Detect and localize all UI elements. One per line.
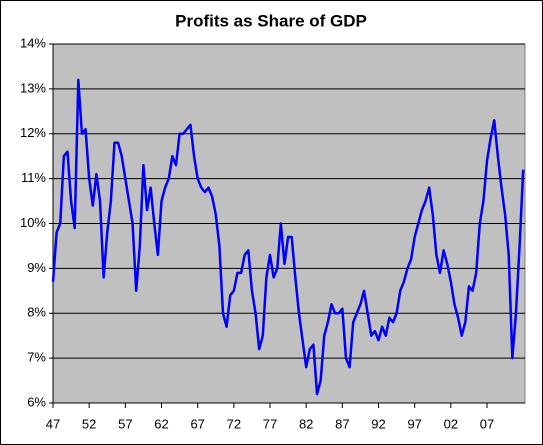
chart-title: Profits as Share of GDP xyxy=(175,11,367,30)
x-tick-label: 47 xyxy=(46,416,60,431)
y-tick-label: 12% xyxy=(20,125,46,140)
x-tick-label: 82 xyxy=(299,416,313,431)
y-tick-label: 6% xyxy=(27,394,46,409)
x-tick-label: 92 xyxy=(371,416,385,431)
x-tick-label: 52 xyxy=(82,416,96,431)
x-tick-label: 62 xyxy=(154,416,168,431)
y-tick-label: 13% xyxy=(20,80,46,95)
y-tick-label: 7% xyxy=(27,350,46,365)
y-tick-label: 8% xyxy=(27,305,46,320)
x-tick-label: 57 xyxy=(118,416,132,431)
x-tick-label: 77 xyxy=(263,416,277,431)
y-tick-label: 11% xyxy=(21,170,46,185)
x-tick-label: 72 xyxy=(227,416,241,431)
x-tick-label: 97 xyxy=(407,416,421,431)
x-tick-label: 87 xyxy=(335,416,349,431)
data-line xyxy=(51,78,525,396)
x-tick-label: 67 xyxy=(190,416,204,431)
y-tick-label: 9% xyxy=(27,260,46,275)
y-tick-label: 14% xyxy=(20,35,46,50)
y-tick-label: 10% xyxy=(20,215,46,230)
x-tick-label: 02 xyxy=(444,416,458,431)
x-tick-label: 07 xyxy=(480,416,494,431)
